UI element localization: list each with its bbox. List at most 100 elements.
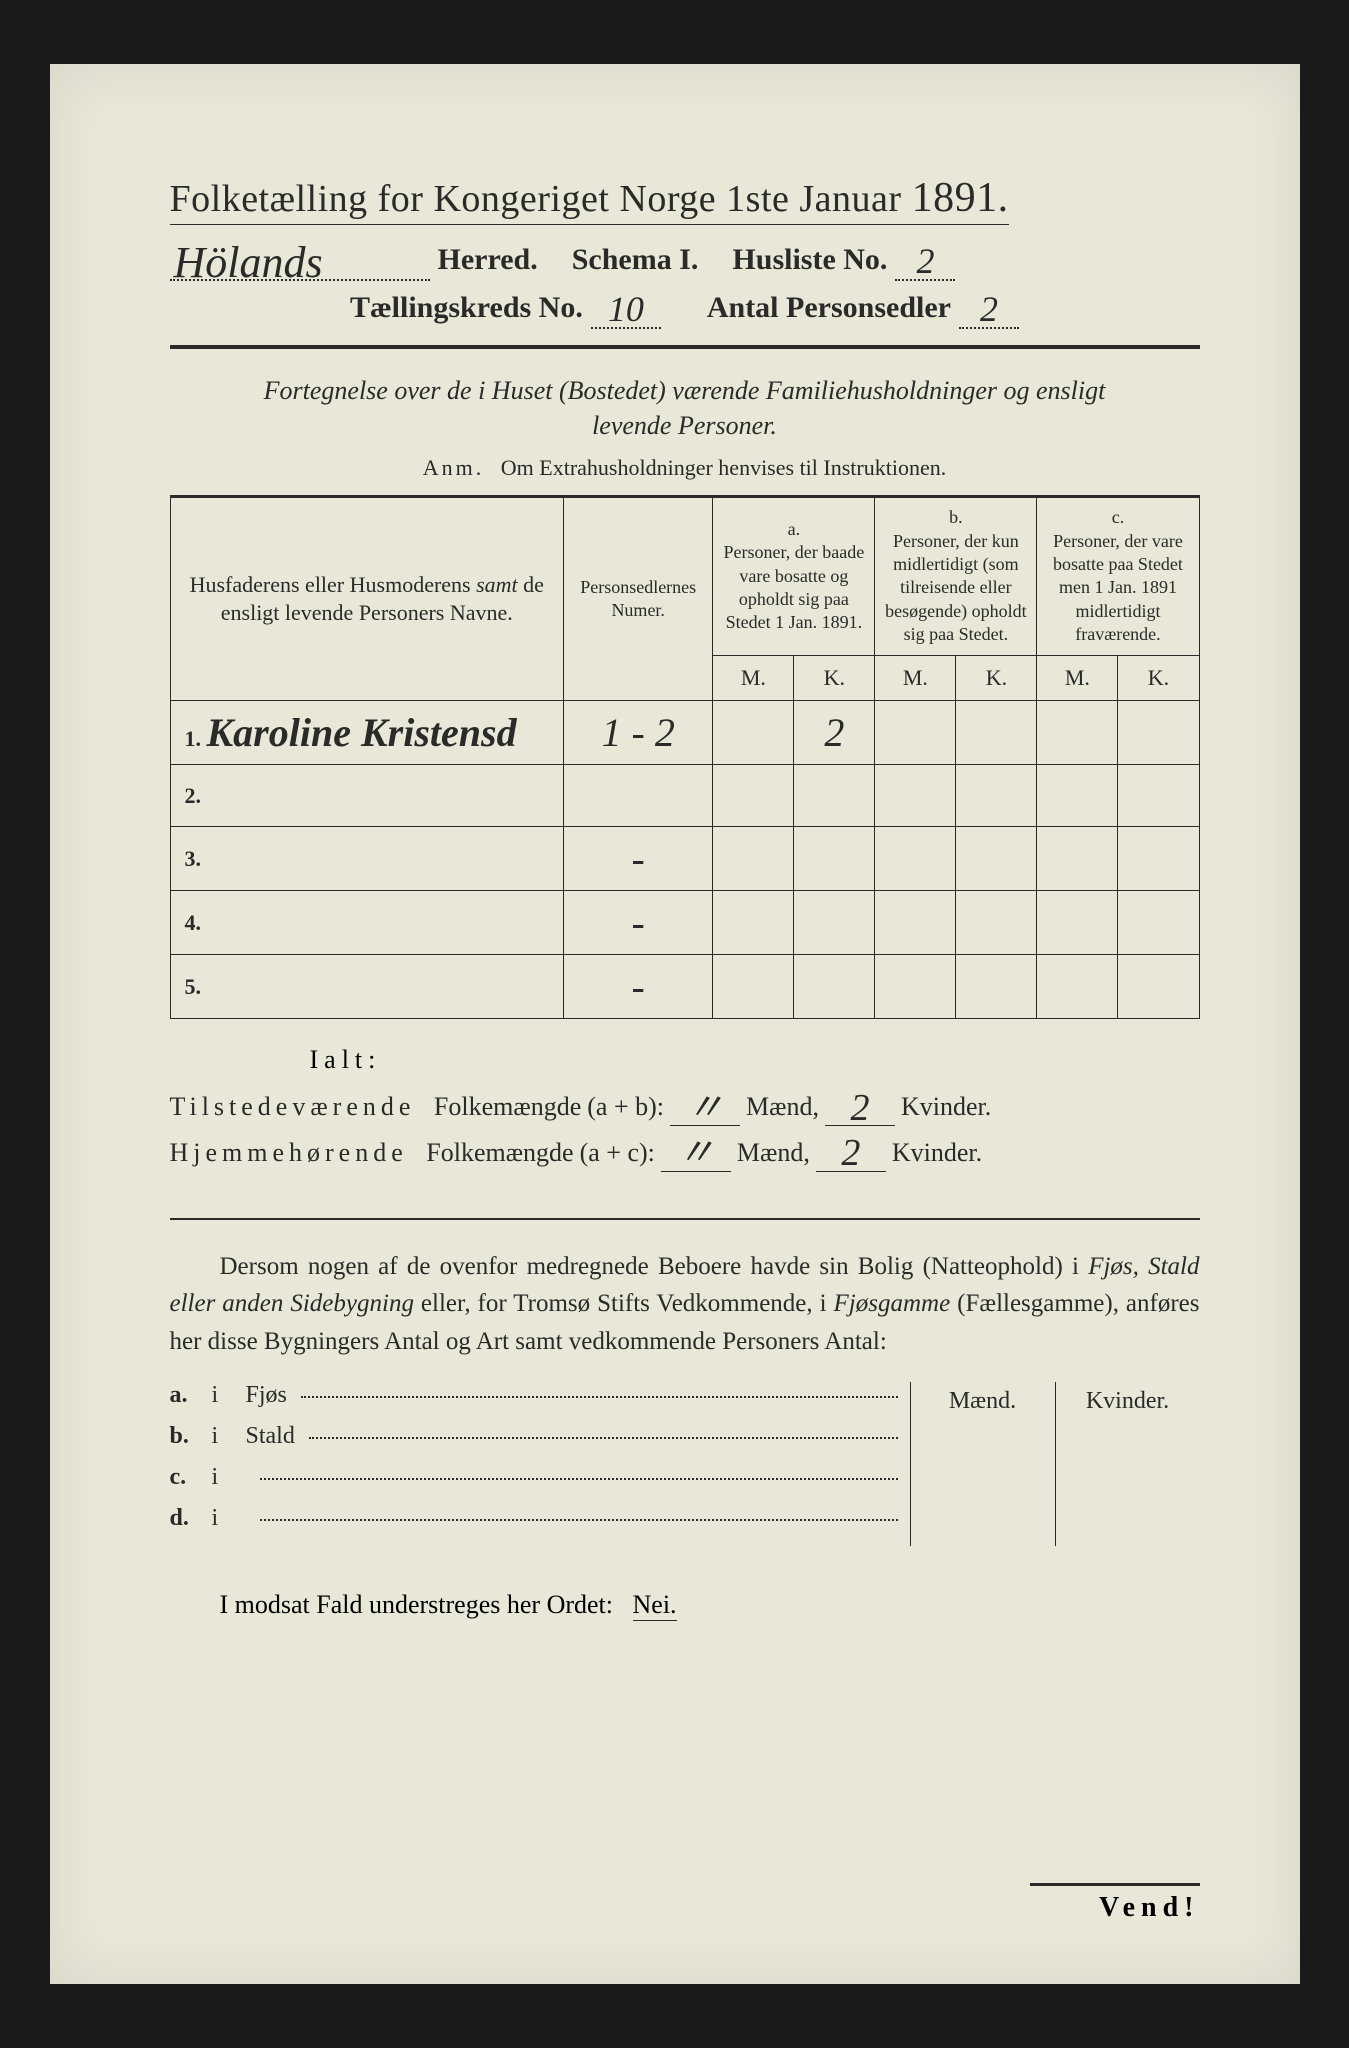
hjemme-k: 2 xyxy=(816,1136,886,1171)
subtitle: Fortegnelse over de i Huset (Bostedet) v… xyxy=(170,373,1200,443)
cell: 1 - 2 xyxy=(564,701,713,765)
title-prefix: Folketælling for Kongeriget Norge 1ste J… xyxy=(170,178,902,220)
para-text1: Dersom nogen af de ovenfor medregnede Be… xyxy=(220,1253,1089,1280)
anm: Anm. Om Extrahusholdninger henvises til … xyxy=(170,455,1200,481)
nei-prefix: I modsat Fald understreges her Ordet: xyxy=(220,1590,614,1619)
cell xyxy=(1037,827,1118,891)
bottom-right: Mænd. Kvinder. xyxy=(910,1382,1200,1546)
ab-label: (a + b): xyxy=(587,1092,664,1122)
bottom-row: b.iStald xyxy=(170,1423,898,1450)
tilstede-label: Tilstedeværende xyxy=(170,1092,416,1122)
herred-label: Herred. xyxy=(438,243,538,277)
dots xyxy=(260,1478,898,1480)
kreds-label: Tællingskreds No. xyxy=(350,291,583,325)
cell xyxy=(1118,765,1199,827)
row-num-name: 2. xyxy=(170,765,564,827)
vend: Vend! xyxy=(1030,1883,1200,1924)
bottom-row: a.iFjøs xyxy=(170,1382,898,1409)
bottom-label: Stald xyxy=(246,1423,295,1450)
tilstede-m: 〃 xyxy=(670,1091,740,1126)
subtitle-line1: Fortegnelse over de i Huset (Bostedet) v… xyxy=(264,376,1106,405)
bottom-i: i xyxy=(212,1464,232,1491)
sub-m: M. xyxy=(1037,655,1118,701)
kvinder-label: Kvinder. xyxy=(892,1138,982,1168)
col-a-letter: a. xyxy=(719,518,868,541)
cell xyxy=(713,955,794,1019)
cell xyxy=(794,955,875,1019)
sub-k: K. xyxy=(956,655,1037,701)
folkemaengde-label: Folkemængde xyxy=(434,1092,581,1122)
cell xyxy=(1118,827,1199,891)
kreds-value: 10 xyxy=(591,291,661,329)
cell xyxy=(1037,891,1118,955)
hjemme-label: Hjemmehørende xyxy=(170,1138,408,1168)
rule-thick xyxy=(170,345,1200,349)
col-c-header: Personer, der vare bosatte paa Stedet me… xyxy=(1043,530,1192,647)
nei-word: Nei. xyxy=(633,1590,677,1621)
cell xyxy=(956,955,1037,1019)
table-row: 1. Karoline Kristensd1 - 22 xyxy=(170,701,1199,765)
col-a-header: Personer, der baade vare bosatte og opho… xyxy=(719,541,868,635)
col-num-header: Personsedlernes Numer. xyxy=(564,498,713,701)
cell xyxy=(713,827,794,891)
cell xyxy=(713,701,794,765)
bottom-key: a. xyxy=(170,1382,198,1409)
cell xyxy=(875,827,956,891)
cell xyxy=(713,891,794,955)
dots xyxy=(260,1519,898,1521)
bottom-col-maend: Mænd. xyxy=(911,1382,1055,1546)
totals-row-hjemme: Hjemmehørende Folkemængde (a + c): 〃 Mæn… xyxy=(170,1132,1200,1167)
title-year: 1891. xyxy=(912,175,1009,221)
bottom-row: c. i xyxy=(170,1464,898,1491)
rule-separator xyxy=(170,1218,1200,1220)
maend-label: Mænd, xyxy=(737,1138,810,1168)
sub-m: M. xyxy=(875,655,956,701)
cell: - xyxy=(564,955,713,1019)
sub-m: M. xyxy=(713,655,794,701)
maend-label: Mænd, xyxy=(746,1092,819,1122)
row-num-name: 5. xyxy=(170,955,564,1019)
cell xyxy=(794,891,875,955)
cell xyxy=(956,701,1037,765)
cell xyxy=(564,765,713,827)
cell xyxy=(956,765,1037,827)
col-name-header: Husfaderens eller Husmode­rens samt de e… xyxy=(190,572,544,626)
ialt-label: Ialt: xyxy=(310,1045,1200,1075)
totals: Tilstedeværende Folkemængde (a + b): 〃 M… xyxy=(170,1087,1200,1167)
totals-row-tilstede: Tilstedeværende Folkemængde (a + b): 〃 M… xyxy=(170,1087,1200,1122)
bottom-left: a.iFjøsb.iStaldc.id.i xyxy=(170,1382,910,1546)
cell xyxy=(1118,955,1199,1019)
cell xyxy=(956,827,1037,891)
cell xyxy=(875,765,956,827)
header-line-2: Hölands Herred. Schema I. Husliste No. 2 xyxy=(170,239,1200,277)
para-text2: eller, for Tromsø Stifts Vedkommende, i xyxy=(414,1290,834,1317)
cell xyxy=(1118,891,1199,955)
header: Folketælling for Kongeriget Norge 1ste J… xyxy=(170,174,1200,325)
cell xyxy=(1037,701,1118,765)
husliste-value: 2 xyxy=(895,243,955,281)
kvinder-label: Kvinder. xyxy=(901,1092,991,1122)
bottom-table: a.iFjøsb.iStaldc.id.i Mænd. Kvinder. xyxy=(170,1382,1200,1546)
bottom-key: b. xyxy=(170,1423,198,1450)
row-num-name: 3. xyxy=(170,827,564,891)
table-row: 5. - xyxy=(170,955,1199,1019)
document-page: Folketælling for Kongeriget Norge 1ste J… xyxy=(50,64,1300,1984)
sub-k: K. xyxy=(794,655,875,701)
dots xyxy=(309,1437,898,1439)
bottom-col-kvinder: Kvinder. xyxy=(1055,1382,1200,1546)
bottom-key: c. xyxy=(170,1464,198,1491)
subtitle-line2: levende Personer. xyxy=(592,411,777,440)
cell: - xyxy=(564,891,713,955)
row-num-name: 1. Karoline Kristensd xyxy=(170,701,564,765)
hjemme-m: 〃 xyxy=(661,1136,731,1171)
main-table: Husfaderens eller Husmode­rens samt de e… xyxy=(170,497,1200,1019)
bottom-i: i xyxy=(212,1505,232,1532)
sub-k: K. xyxy=(1118,655,1199,701)
col-c-letter: c. xyxy=(1043,506,1192,529)
title: Folketælling for Kongeriget Norge 1ste J… xyxy=(170,174,1009,225)
cell xyxy=(794,765,875,827)
cell: - xyxy=(564,827,713,891)
header-line-3: Tællingskreds No. 10 Antal Personsedler … xyxy=(170,287,1200,325)
cell xyxy=(956,891,1037,955)
cell xyxy=(875,701,956,765)
